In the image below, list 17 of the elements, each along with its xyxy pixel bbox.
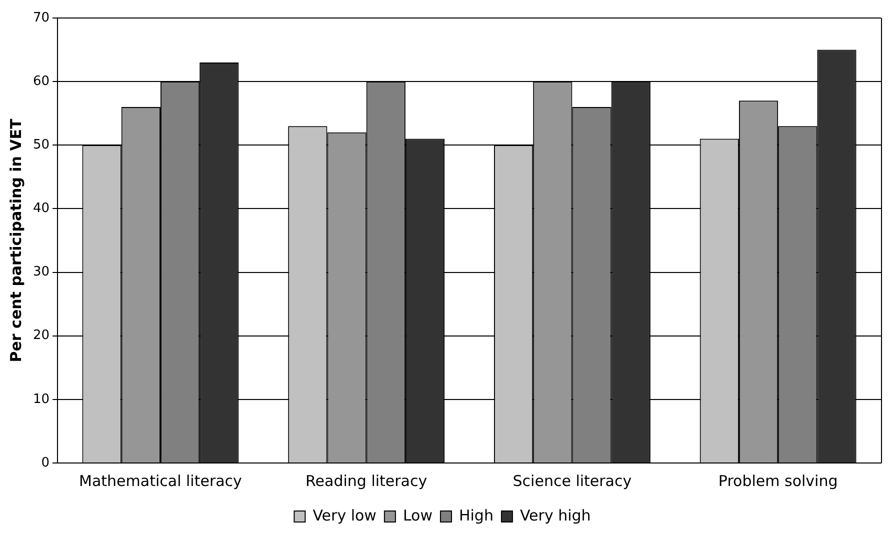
x-tick-label: Mathematical literacy [79,472,242,490]
x-tick-label: Science literacy [512,472,632,490]
y-tick-label: 20 [32,328,50,344]
legend-label: Very low [312,506,376,524]
y-tick-label: 60 [32,74,50,89]
y-tick-label: 40 [32,201,50,216]
y-tick-label: 70 [32,10,50,26]
legend-label: Very high [520,506,591,524]
y-tick-label: 0 [41,455,50,470]
y-tick-label: 30 [32,264,50,280]
y-tick-label: 50 [32,138,50,153]
x-tick-label: Reading literacy [306,472,428,490]
y-tick-label: 10 [32,392,50,407]
x-tick-label: Problem solving [718,472,838,490]
legend-label: Low [402,506,432,524]
legend-label: High [458,506,494,524]
y-axis-title: Per cent participating in VET [6,118,25,362]
